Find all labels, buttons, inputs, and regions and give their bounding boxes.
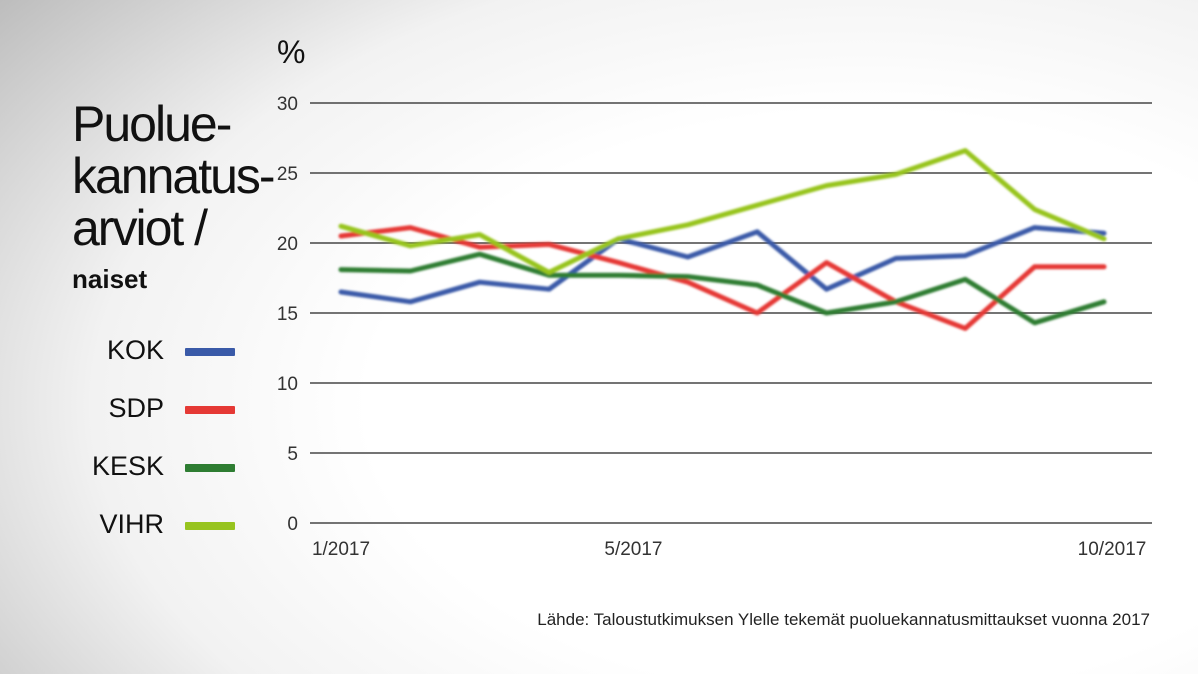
legend-swatch bbox=[185, 522, 235, 530]
legend-swatch bbox=[185, 464, 235, 472]
x-tick-label: 1/2017 bbox=[312, 539, 370, 560]
legend-label: VIHR bbox=[99, 509, 164, 539]
title-line: arviot / bbox=[72, 200, 208, 256]
y-tick-label: 25 bbox=[277, 164, 298, 185]
series-line-vihr bbox=[338, 148, 1107, 275]
y-axis-unit: % bbox=[277, 34, 306, 70]
series-line-kesk bbox=[338, 251, 1107, 326]
y-tick-label: 15 bbox=[277, 304, 298, 325]
legend-item-sdp: SDP bbox=[60, 393, 240, 423]
y-tick-label: 0 bbox=[287, 514, 298, 535]
title-line: kannatus- bbox=[72, 148, 276, 204]
y-tick-label: 5 bbox=[287, 444, 298, 465]
series-line-sdp bbox=[338, 225, 1107, 331]
legend-swatch bbox=[185, 348, 235, 356]
y-tick-label: 20 bbox=[277, 234, 298, 255]
legend-item-kesk: KESK bbox=[60, 451, 240, 481]
x-tick-label: 5/2017 bbox=[604, 539, 662, 560]
source-note: Lähde: Taloustutkimuksen Ylelle tekemät … bbox=[537, 610, 1150, 629]
chart-subtitle: naiset bbox=[72, 264, 148, 294]
legend-label: KOK bbox=[106, 335, 164, 365]
series-line-kok bbox=[338, 225, 1107, 305]
title-line: Puolue- bbox=[72, 96, 232, 152]
y-tick-label: 10 bbox=[277, 374, 298, 395]
legend-item-kok: KOK bbox=[60, 335, 240, 365]
x-tick-label: 10/2017 bbox=[1078, 539, 1147, 560]
legend-swatch bbox=[185, 406, 235, 414]
legend-label: KESK bbox=[91, 451, 164, 481]
legend-item-vihr: VIHR bbox=[60, 509, 240, 539]
legend-label: SDP bbox=[108, 393, 164, 423]
y-tick-label: 30 bbox=[277, 94, 298, 115]
chart-title: Puolue- kannatus- arviot / bbox=[72, 96, 276, 256]
